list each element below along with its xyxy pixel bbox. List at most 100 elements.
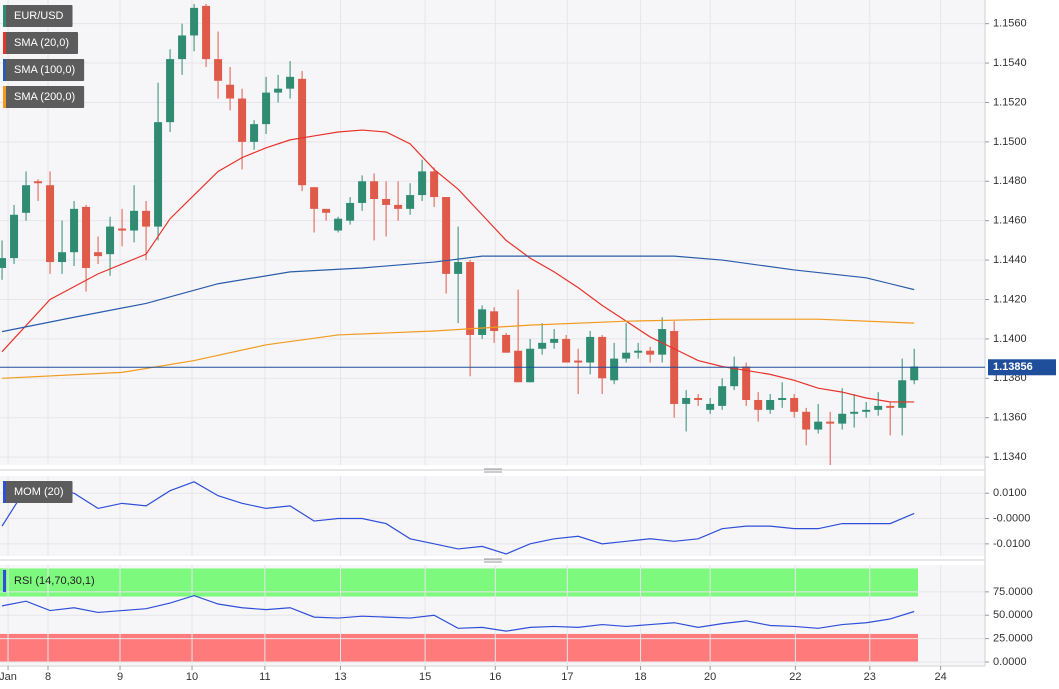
candle-body	[718, 386, 727, 406]
x-tick-label: 22	[789, 671, 801, 683]
candle-body	[802, 411, 811, 430]
candle-body	[214, 59, 223, 81]
candle-body	[370, 181, 379, 200]
y-tick-label: 1.1340	[993, 451, 1027, 463]
y-tick-label: 25.0000	[993, 633, 1033, 645]
indicator-line	[1, 481, 915, 555]
candle-body	[34, 181, 43, 184]
y-tick-label: 1.1560	[993, 18, 1027, 30]
candle-body	[766, 399, 775, 410]
y-tick-label: -0.0100	[993, 538, 1030, 550]
candle-body	[202, 5, 211, 60]
candle-body	[82, 206, 91, 268]
legend-label: SMA (100,0)	[14, 64, 75, 76]
y-tick-label: 1.1400	[993, 333, 1027, 345]
y-tick-label: 1.1540	[993, 57, 1027, 69]
x-tick-label: 10	[186, 671, 198, 683]
candle-body	[826, 421, 835, 424]
legend-box	[3, 59, 85, 81]
price-panel	[0, 0, 985, 465]
candle-body	[814, 421, 823, 430]
y-tick-label: 1.1480	[993, 175, 1027, 187]
legend-label: RSI (14,70,30,1)	[14, 575, 95, 587]
y-tick-label: 1.1500	[993, 136, 1027, 148]
legend-swatch	[3, 5, 6, 27]
last-price-box	[988, 359, 1056, 376]
candle-body	[478, 309, 487, 335]
y-tick-label: 75.0000	[993, 586, 1033, 598]
resize-handle[interactable]	[484, 468, 502, 473]
candle-body	[898, 380, 907, 408]
candle-body	[382, 199, 391, 205]
candle-body	[298, 78, 307, 186]
candle-body	[490, 311, 499, 332]
candle-body	[682, 398, 691, 404]
candle-body	[10, 214, 19, 259]
legend-label: MOM (20)	[14, 486, 64, 498]
candle-body	[778, 398, 787, 400]
candle-body	[70, 208, 79, 253]
candle-body	[334, 218, 343, 231]
legend-swatch	[3, 59, 6, 81]
candle-body	[142, 210, 151, 227]
y-tick-label: -0.0000	[993, 512, 1030, 524]
candle-body	[262, 92, 271, 125]
candle-body	[130, 210, 139, 231]
candle-body	[154, 122, 163, 227]
candle-body	[286, 76, 295, 89]
legend-box	[3, 86, 85, 108]
candle-body	[886, 405, 895, 408]
candle-body	[454, 262, 463, 274]
candle-body	[694, 398, 703, 400]
candle-body	[358, 181, 367, 203]
legend-swatch	[3, 32, 6, 54]
candle-body	[250, 124, 259, 142]
candle-body	[118, 228, 127, 231]
candle-body	[178, 35, 187, 60]
x-tick-label: 23	[864, 671, 876, 683]
y-tick-label: 1.1360	[993, 412, 1027, 424]
candle-body	[310, 187, 319, 209]
candle-body	[526, 348, 535, 383]
candle-body	[790, 398, 799, 412]
candle-body	[442, 197, 451, 274]
candle-body	[586, 336, 595, 363]
candle-body	[658, 329, 667, 355]
x-tick-label: 17	[561, 671, 573, 683]
candle-body	[190, 7, 199, 36]
candle-body	[646, 350, 655, 355]
mom-panel	[0, 476, 985, 556]
candle-body	[754, 399, 763, 410]
indicator-line	[2, 318, 915, 379]
legend-box	[3, 32, 79, 54]
candle-body	[874, 405, 883, 410]
x-tick-label: 13	[334, 671, 346, 683]
candle-body	[838, 413, 847, 424]
candle-body	[226, 84, 235, 99]
candle-body	[850, 411, 859, 414]
x-tick-label: 9	[117, 671, 123, 683]
candle-body	[106, 226, 115, 255]
x-tick-label: 16	[489, 671, 501, 683]
candle-body	[634, 350, 643, 353]
x-tick-label: 18	[634, 671, 646, 683]
x-tick-label: 11	[259, 671, 270, 683]
legend-label: SMA (200,0)	[14, 91, 75, 103]
candle-body	[22, 185, 31, 213]
candle-body	[610, 358, 619, 381]
y-tick-label: 1.1460	[993, 215, 1027, 227]
resize-handle[interactable]	[484, 558, 502, 563]
candle-body	[502, 334, 511, 353]
candle-body	[274, 88, 283, 93]
candle-body	[598, 336, 607, 379]
candle-body	[238, 98, 247, 142]
candle-body	[46, 185, 55, 263]
last-price-label: 1.13856	[993, 361, 1033, 373]
y-tick-label: 1.1520	[993, 96, 1027, 108]
candle-body	[94, 252, 103, 257]
legend-box	[3, 5, 73, 27]
candle-body	[322, 208, 331, 213]
candle-body	[706, 403, 715, 410]
